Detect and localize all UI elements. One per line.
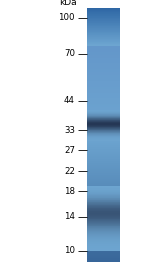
Text: 18: 18	[64, 187, 75, 196]
Text: 70: 70	[64, 49, 75, 58]
Text: 22: 22	[64, 167, 75, 176]
Text: 44: 44	[64, 96, 75, 105]
Text: 14: 14	[64, 212, 75, 221]
Text: 10: 10	[64, 246, 75, 256]
Text: kDa: kDa	[59, 0, 76, 7]
Text: 27: 27	[64, 146, 75, 155]
Text: 100: 100	[58, 13, 75, 22]
Text: 33: 33	[64, 125, 75, 135]
